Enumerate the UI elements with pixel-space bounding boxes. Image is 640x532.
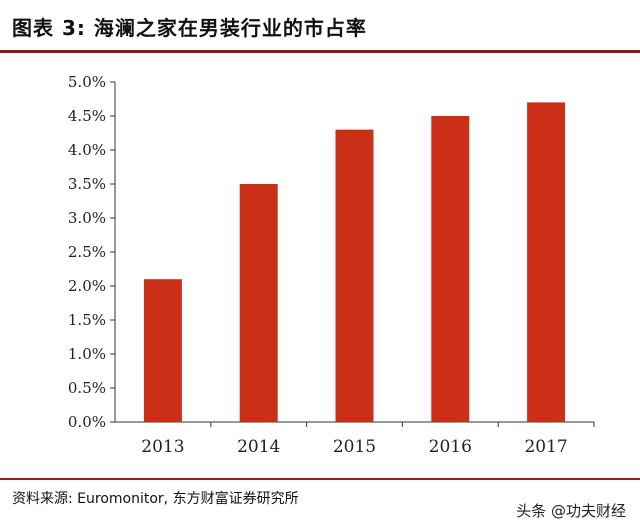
y-tick-label: 4.5% [68,107,106,125]
x-tick-label: 2014 [237,437,280,457]
bar [335,129,374,422]
y-tick-label: 1.0% [68,345,106,363]
y-tick-label: 5.0% [68,73,106,91]
x-tick-label: 2016 [429,437,472,457]
y-tick-label: 2.5% [68,243,106,261]
bar [431,116,470,422]
bar [527,102,566,423]
footer-divider [0,478,640,480]
y-tick-label: 3.0% [68,209,106,227]
y-tick-label: 0.0% [68,413,106,431]
chart-title: 图表 3: 海澜之家在男装行业的市占率 [12,16,367,40]
y-tick-label: 1.5% [68,311,106,329]
source-note: 资料来源: Euromonitor, 东方财富证券研究所 [12,491,299,507]
y-tick-label: 2.0% [68,277,106,295]
bar [143,279,182,422]
y-tick-label: 3.5% [68,175,106,193]
x-tick-label: 2015 [333,437,376,457]
y-tick-label: 4.0% [68,141,106,159]
x-tick-label: 2013 [141,437,184,457]
y-tick-label: 0.5% [68,379,106,397]
bar-chart: 0.0% 0.5% 1.0% 1.5% 2.0% 2.5% 3.0% 3.5% 4.0% 4.5%… [68,73,595,457]
bar [239,184,278,422]
watermark: 头条 @功夫财经 [516,502,626,520]
title-divider [0,50,640,53]
x-tick-label: 2017 [524,437,567,457]
